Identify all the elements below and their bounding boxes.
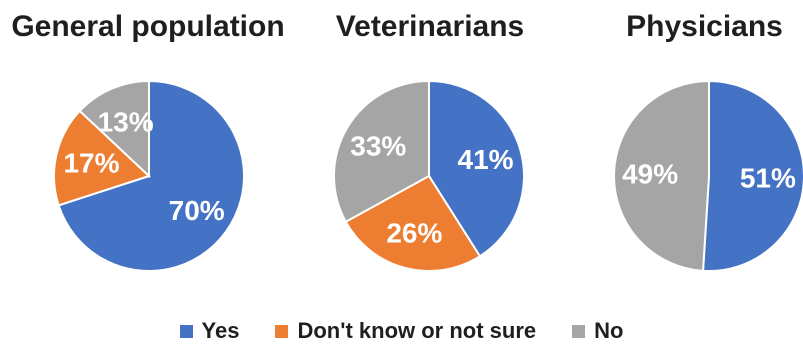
pie-1-label-no: 33% xyxy=(350,131,406,162)
pie-1-label-don-t-know-or-not-sure: 26% xyxy=(386,218,442,249)
pie-2-label-yes: 51% xyxy=(740,162,796,193)
legend-label-yes: Yes xyxy=(201,318,240,343)
pie-0-slice-yes xyxy=(57,79,245,272)
pie-2-slice-no xyxy=(612,79,710,272)
pie-charts: 70% 17% 13% 41% 26% 33% 51% 49% xyxy=(53,79,803,272)
pie-0-slice-don-t-know-or-not-sure xyxy=(53,109,151,207)
legend-swatch-yes xyxy=(179,324,193,338)
legend-label-dont-know: Don't know or not sure xyxy=(297,318,537,343)
legend-item-no: No xyxy=(572,318,623,344)
legend-swatch-no xyxy=(572,324,586,338)
pie-0-label-yes: 70% xyxy=(169,195,225,226)
pie-1-slice-no xyxy=(333,79,430,224)
pie-0-slice-no xyxy=(78,79,150,179)
chart-title-general-population: General population xyxy=(11,10,285,43)
legend-item-yes: Yes xyxy=(179,318,240,344)
pie-0-label-no: 13% xyxy=(98,106,154,137)
legend: Yes Don't know or not sure No xyxy=(0,318,803,344)
pie-2-label-no: 49% xyxy=(622,159,678,190)
legend-label-no: No xyxy=(594,318,624,343)
pie-2-slice-yes xyxy=(701,79,803,272)
legend-swatch-dont-know xyxy=(275,324,289,338)
legend-item-dont-know: Don't know or not sure xyxy=(275,318,536,344)
chart-title-veterinarians: Veterinarians xyxy=(335,10,525,43)
pie-1-label-yes: 41% xyxy=(458,144,514,175)
pie-0-label-don-t-know-or-not-sure: 17% xyxy=(63,148,119,179)
pie-1-slice-don-t-know-or-not-sure xyxy=(344,174,482,272)
chart-title-physicians: Physicians xyxy=(626,10,783,43)
